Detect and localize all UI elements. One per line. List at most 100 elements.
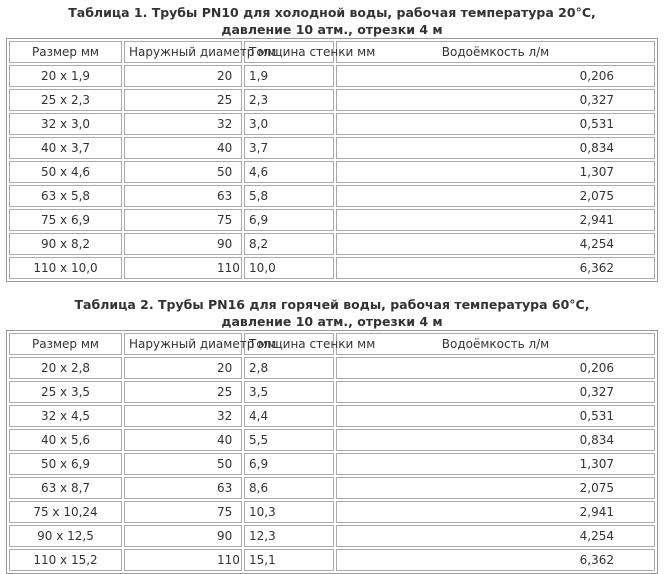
table-cell: 2,3 [244,89,334,111]
table-row: 25 x 3,5 25 3,5 0,327 [9,381,655,403]
data-table: Размер мм Наружный диаметр мм Толщина стен… [6,330,658,574]
table-title: давление 10 атм., отрезки 4 м [221,22,443,37]
table-cell: 20 x 1,9 [9,65,122,87]
table-cell: 4,254 [336,233,655,255]
table-row: 75 x 6,9 75 6,9 2,941 [9,209,655,231]
table-cell: 0,834 [336,137,655,159]
table-cell: 40 [124,137,242,159]
table-cell: 90 [124,233,242,255]
table-cell: 50 x 4,6 [9,161,122,183]
table-cell: 0,206 [336,65,655,87]
table-row: 75 x 10,24 75 10,3 2,941 [9,501,655,523]
table-cell: 32 [124,113,242,135]
table-cell: 25 x 3,5 [9,381,122,403]
table-cell: 40 [124,429,242,451]
table-cell: 90 x 8,2 [9,233,122,255]
table-cell: 6,9 [244,453,334,475]
table-cell: 50 [124,453,242,475]
table-cell: 90 [124,525,242,547]
table-cell: 25 [124,381,242,403]
table-cell: 10,0 [244,257,334,279]
header-cell: Толщина стенки мм [244,41,375,63]
table-cell: 40 x 3,7 [9,137,122,159]
table-title: Таблица 1. Трубы PN10 для холодной воды,… [68,5,596,20]
table-cell: 20 x 2,8 [9,357,122,379]
table-cell: 110 [124,549,242,571]
table-cell: 5,8 [244,185,334,207]
table-cell: 0,206 [336,357,655,379]
table-cell: 2,941 [336,501,655,523]
table-row: 63 x 5,8 63 5,8 2,075 [9,185,655,207]
table-cell: 32 x 3,0 [9,113,122,135]
table-cell: 50 [124,161,242,183]
table-cell: 32 [124,405,242,427]
table-cell: 3,5 [244,381,334,403]
table-cell: 6,9 [244,209,334,231]
table-cell: 75 [124,209,242,231]
table-cell: 63 [124,185,242,207]
table-cell: 63 [124,477,242,499]
table-row: 63 x 8,7 63 8,6 2,075 [9,477,655,499]
table-cell: 3,7 [244,137,334,159]
table-row: 32 x 3,0 32 3,0 0,531 [9,113,655,135]
table-row: 32 x 4,5 32 4,4 0,531 [9,405,655,427]
table-cell: 4,4 [244,405,334,427]
table-cell: 20 [124,65,242,87]
table-cell: 10,3 [244,501,334,523]
header-cell: Водоёмкость л/м [336,333,655,355]
table-row: 20 x 2,8 20 2,8 0,206 [9,357,655,379]
table-cell: 25 [124,89,242,111]
table-cell: 75 x 10,24 [9,501,122,523]
table-cell: 40 x 5,6 [9,429,122,451]
table-cell: 5,5 [244,429,334,451]
table-cell: 3,0 [244,113,334,135]
header-cell: Водоёмкость л/м [336,41,655,63]
table-cell: 1,9 [244,65,334,87]
table-row: 50 x 4,6 50 4,6 1,307 [9,161,655,183]
table-title: Таблица 2. Трубы PN16 для горячей воды, … [74,297,590,312]
header-row: Размер мм Наружный диаметр мм Толщина стен… [9,41,655,63]
table-cell: 0,531 [336,113,655,135]
table-cell: 4,6 [244,161,334,183]
table-title: давление 10 атм., отрезки 4 м [221,314,443,329]
table-cell: 63 x 8,7 [9,477,122,499]
table-cell: 75 x 6,9 [9,209,122,231]
table-cell: 8,2 [244,233,334,255]
table-cell: 25 x 2,3 [9,89,122,111]
header-cell: Размер мм [9,41,122,63]
table-row: 25 x 2,3 25 2,3 0,327 [9,89,655,111]
table-row: 20 x 1,9 20 1,9 0,206 [9,65,655,87]
header-cell: Наружный диаметр мм [124,333,276,355]
table-cell: 2,075 [336,477,655,499]
table-cell: 90 x 12,5 [9,525,122,547]
table-cell: 0,834 [336,429,655,451]
table-cell: 2,075 [336,185,655,207]
table-cell: 15,1 [244,549,334,571]
table-cell: 4,254 [336,525,655,547]
table-cell: 12,3 [244,525,334,547]
header-row: Размер мм Наружный диаметр мм Толщина стен… [9,333,655,355]
table-cell: 20 [124,357,242,379]
table-cell: 2,8 [244,357,334,379]
data-table: Размер мм Наружный диаметр мм Толщина стен… [6,38,658,282]
header-cell: Толщина стенки мм [244,333,375,355]
table-cell: 0,327 [336,89,655,111]
table-cell: 32 x 4,5 [9,405,122,427]
table-row: 40 x 5,6 40 5,5 0,834 [9,429,655,451]
table-cell: 110 x 15,2 [9,549,122,571]
table-cell: 63 x 5,8 [9,185,122,207]
table-row: 90 x 12,5 90 12,3 4,254 [9,525,655,547]
table-cell: 110 x 10,0 [9,257,122,279]
table-row: 40 x 3,7 40 3,7 0,834 [9,137,655,159]
table-cell: 0,327 [336,381,655,403]
table-row: 90 x 8,2 90 8,2 4,254 [9,233,655,255]
table-row: 110 x 10,0 110 10,0 6,362 [9,257,655,279]
header-cell: Наружный диаметр мм [124,41,276,63]
table-cell: 6,362 [336,257,655,279]
table-cell: 8,6 [244,477,334,499]
table-cell: 1,307 [336,161,655,183]
table-cell: 2,941 [336,209,655,231]
